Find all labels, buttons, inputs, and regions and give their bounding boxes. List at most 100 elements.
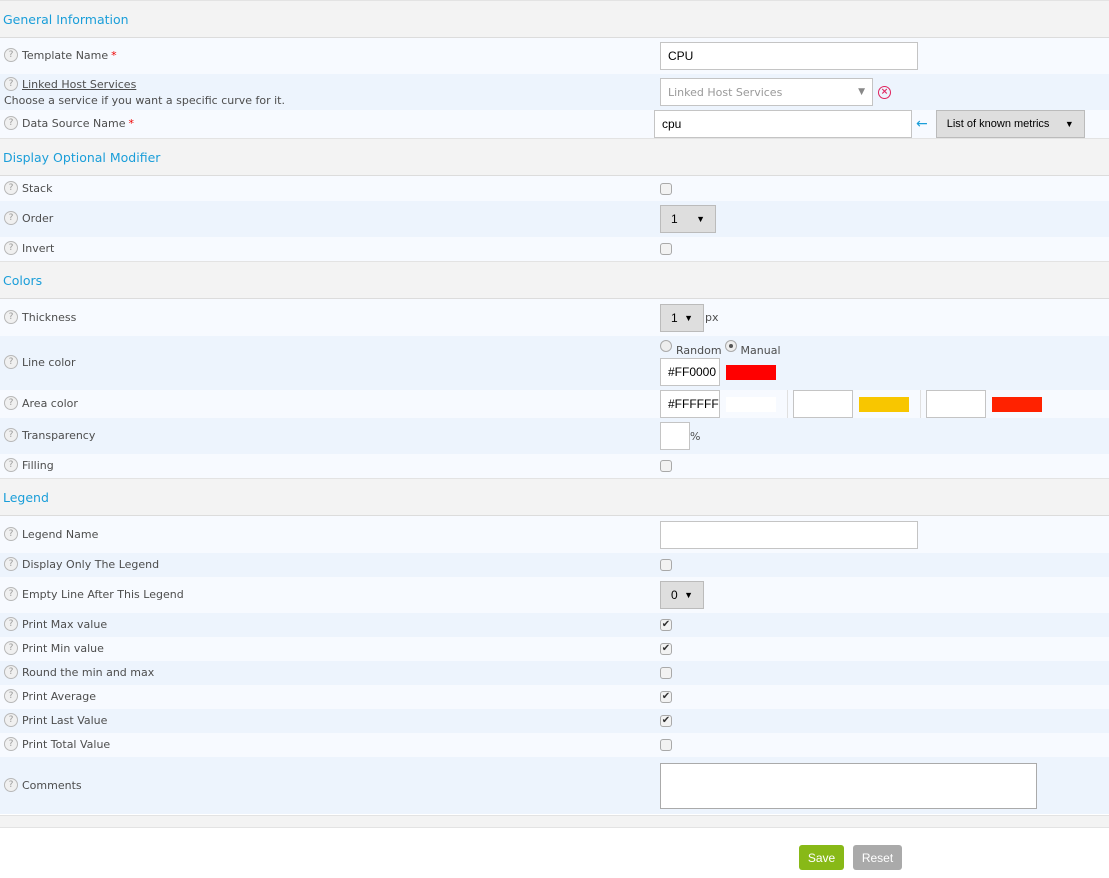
field-label: ? Print Total Value — [4, 737, 110, 751]
select[interactable]: 1 ▼ — [660, 303, 704, 332]
reset-button[interactable]: Reset — [853, 845, 902, 870]
select[interactable]: 1 ▼ — [660, 205, 716, 233]
field-control — [660, 661, 672, 685]
footer-divider — [0, 815, 1109, 828]
divider — [920, 390, 921, 418]
select-value: 0 — [671, 588, 678, 602]
section-header: Display Optional Modifier — [0, 138, 1109, 176]
form-row: ? Legend Name — [0, 516, 1109, 553]
help-icon[interactable]: ? — [4, 355, 18, 369]
field-help-text: Choose a service if you want a specific … — [4, 94, 285, 107]
linked-host-services-select[interactable]: Linked Host Services ▼ — [660, 78, 873, 106]
label-text: Data Source Name — [22, 116, 126, 130]
field-label: ? Template Name * — [4, 48, 117, 62]
field-label: ? Thickness — [4, 310, 76, 324]
select[interactable]: 0 ▼ — [660, 581, 704, 609]
help-icon[interactable]: ? — [4, 778, 18, 792]
field-label: ? Legend Name — [4, 527, 98, 541]
help-icon[interactable]: ? — [4, 617, 18, 631]
select-value: 1 — [671, 212, 678, 226]
transparency-input[interactable] — [660, 422, 690, 450]
help-icon[interactable]: ? — [4, 665, 18, 679]
label-text: Print Min value — [22, 641, 104, 655]
help-icon[interactable]: ? — [4, 557, 18, 571]
help-icon[interactable]: ? — [4, 527, 18, 541]
label-text: Legend Name — [22, 527, 99, 541]
checkbox[interactable] — [660, 559, 672, 571]
form-row: ? Print Total Value — [0, 733, 1109, 757]
label-text: Stack — [22, 181, 53, 195]
help-icon[interactable]: ? — [4, 689, 18, 703]
help-icon[interactable]: ? — [4, 458, 18, 472]
checkbox[interactable] — [660, 243, 672, 255]
label-text: Print Average — [22, 689, 96, 703]
area-color-input[interactable] — [793, 390, 853, 418]
line-color-row: #FF0000 — [660, 358, 782, 386]
comments-textarea[interactable] — [660, 762, 1037, 809]
checkbox-checked[interactable]: ✔ — [660, 619, 672, 631]
required-asterisk: * — [128, 116, 135, 130]
text-input[interactable]: CPU — [660, 42, 918, 70]
select-value: List of known metrics — [946, 118, 1050, 130]
known-metrics-select[interactable]: List of known metrics ▼ — [935, 110, 1085, 138]
help-icon[interactable]: ? — [4, 181, 18, 195]
field-control: % — [660, 418, 700, 454]
line-color-input[interactable]: #FF0000 — [660, 358, 720, 386]
checkbox[interactable] — [660, 460, 672, 472]
help-icon[interactable]: ? — [4, 116, 18, 130]
help-icon[interactable]: ? — [4, 641, 18, 655]
area-color-swatch[interactable] — [726, 396, 776, 412]
circle-x-icon[interactable]: × — [878, 85, 891, 99]
form-row: ? Print Max value ✔ — [0, 613, 1109, 637]
help-icon[interactable]: ? — [4, 241, 18, 255]
area-color-swatch[interactable] — [992, 396, 1042, 412]
label-text: Comments — [22, 778, 82, 792]
text-input[interactable] — [660, 520, 918, 549]
help-icon[interactable]: ? — [4, 587, 18, 601]
field-label: ? Print Average — [4, 689, 96, 703]
help-icon[interactable]: ? — [4, 713, 18, 727]
area-color-input[interactable]: #FFFFFF — [660, 390, 720, 418]
field-control: 0 ▼ — [660, 577, 704, 613]
area-color-input[interactable] — [926, 390, 986, 418]
help-icon[interactable]: ? — [4, 737, 18, 751]
help-icon[interactable]: ? — [4, 211, 18, 225]
checkbox[interactable] — [660, 182, 672, 195]
data-source-input[interactable]: cpu — [654, 110, 912, 138]
form-row: ? Area color #FFFFFF — [0, 390, 1109, 418]
checkbox-checked[interactable]: ✔ — [660, 715, 672, 727]
checkbox-checked[interactable]: ✔ — [660, 691, 672, 703]
help-icon[interactable]: ? — [4, 396, 18, 410]
form-row: ? Stack — [0, 176, 1109, 201]
section-header: Colors — [0, 261, 1109, 299]
help-icon[interactable]: ? — [4, 48, 18, 62]
field-label: ? Data Source Name * — [4, 116, 134, 130]
help-icon[interactable]: ? — [4, 77, 18, 91]
form-row: ? Comments — [0, 757, 1109, 814]
area-color-swatch[interactable] — [859, 396, 909, 412]
field-control — [660, 733, 672, 757]
radio-random[interactable] — [660, 340, 672, 352]
linked-host-services-link[interactable]: Linked Host Services — [22, 77, 137, 91]
label-text: Print Max value — [22, 617, 108, 631]
field-label: ? Round the min and max — [4, 665, 154, 679]
arrow-left-icon[interactable]: ← — [916, 116, 928, 132]
checkbox-checked[interactable]: ✔ — [660, 643, 672, 655]
checkbox[interactable] — [660, 667, 672, 679]
field-label: ? Stack — [4, 181, 52, 195]
help-icon[interactable]: ? — [4, 428, 18, 442]
field-label: ? Linked Host Services — [4, 77, 136, 91]
line-color-swatch[interactable] — [726, 364, 776, 380]
field-label: ? Order — [4, 211, 53, 225]
chevron-down-icon: ▼ — [1064, 119, 1074, 129]
save-button[interactable]: Save — [799, 845, 844, 870]
select-placeholder: Linked Host Services — [668, 85, 783, 99]
radio-manual[interactable] — [724, 340, 737, 352]
label-text: Order — [22, 211, 54, 225]
form-row: ? Print Min value ✔ — [0, 637, 1109, 661]
checkbox[interactable] — [660, 739, 672, 751]
field-control: #FFFFFF — [660, 390, 1048, 418]
field-label: ? Transparency — [4, 428, 95, 442]
help-icon[interactable]: ? — [4, 310, 18, 324]
label-text: Area color — [22, 396, 78, 410]
